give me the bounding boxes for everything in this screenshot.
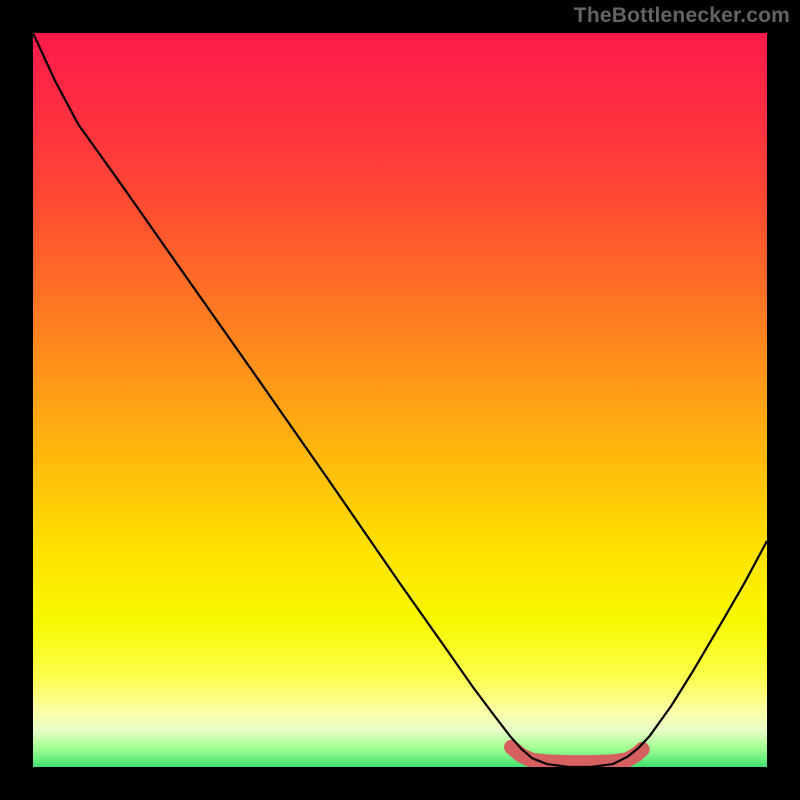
- plot-area: [33, 33, 767, 767]
- watermark-text: TheBottlenecker.com: [574, 4, 790, 28]
- plot-svg: [33, 33, 767, 767]
- gradient-background: [33, 33, 767, 767]
- chart-container: TheBottlenecker.com: [0, 0, 800, 800]
